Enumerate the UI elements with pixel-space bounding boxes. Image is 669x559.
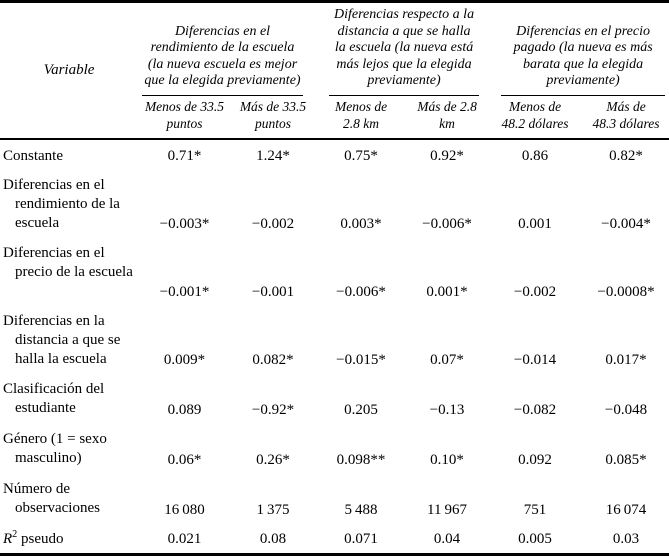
data-cell: 0.205 [344,401,378,418]
data-cell: 0.003* [340,215,382,232]
data-cell: 0.071 [344,531,378,548]
r-exponent: 2 [12,529,18,541]
data-cell: 0.82* [609,147,643,164]
row-label-r2-pseudo: R2 pseudo [0,523,138,554]
data-cell: −0.0008* [597,283,655,300]
data-cell: 0.10* [430,451,464,468]
data-cell: 0.07* [430,351,464,368]
data-cell: 1 375 [256,501,290,518]
data-cell: −0.002 [513,283,557,300]
data-cell: 0.092 [518,451,552,468]
r-symbol: R [3,531,13,548]
data-cell: −0.001* [159,283,210,300]
column-header-menos-2-8km: Menos de 2.8 km [315,95,408,140]
table-row: Género (1 = sexo masculino) 0.06* 0.26* … [0,423,669,473]
group-header-distancia: Diferencias respecto a la distancia a qu… [315,2,487,96]
table-row: Diferencias en la distancia a que se hal… [0,305,669,373]
table-row: Clasificación del estudiante 0.089 −0.92… [0,373,669,423]
data-cell: 751 [523,501,547,518]
table-row: Número de observaciones 16 080 1 375 5 4… [0,473,669,523]
data-cell: 0.021 [167,531,202,548]
data-cell: 0.089 [167,401,202,418]
data-cell: 0.06* [167,451,202,468]
group-header-text: Diferencias en el rendimiento de la escu… [142,20,304,96]
data-cell: 0.001 [518,215,552,232]
row-label: Diferencias en el rendimiento de la escu… [3,177,120,231]
row-label: Género (1 = sexo masculino) [3,431,107,467]
table-row: R2 pseudo 0.021 0.08 0.071 0.04 0.005 0.… [0,523,669,554]
data-cell: 0.017* [605,351,647,368]
data-cell: 0.085* [605,451,647,468]
row-label: Número de observaciones [3,481,100,517]
data-cell: 0.08 [259,531,287,548]
row-label: Diferencias en la distancia a que se hal… [3,313,121,367]
data-cell: 11 967 [427,501,467,518]
pseudo-label: pseudo [21,531,64,548]
data-cell: −0.006* [422,215,472,232]
column-header-mas-48-3: Más de 48.3 dólares [583,95,669,140]
data-cell: 5 488 [344,501,378,518]
column-header-mas-2-8km: Más de 2.8 km [407,95,488,140]
table-row: Diferencias en el rendimiento de la escu… [0,169,669,237]
data-cell: 0.005 [518,531,552,548]
data-cell: 0.75* [344,147,378,164]
data-cell: −0.015* [336,351,386,368]
data-cell: 0.86 [521,147,549,164]
data-cell: −0.006* [336,283,386,300]
data-cell: 0.04 [433,531,461,548]
data-cell: −0.002 [251,215,295,232]
column-header-menos-33-5: Menos de 33.5 puntos [138,95,231,140]
row-label: Constante [3,147,63,164]
data-cell: 0.098** [336,451,386,468]
column-header-mas-33-5: Más de 33.5 puntos [231,95,316,140]
group-header-precio: Diferencias en el precio pagado (la nuev… [487,2,669,96]
data-cell: 1.24* [256,147,290,164]
row-label: Clasificación del estudiante [3,381,105,417]
table-row: Diferencias en el precio de la escuela −… [0,237,669,305]
row-label: Diferencias en el precio de la escuela [3,245,133,281]
data-cell: 0.92* [430,147,464,164]
table-row: Constante 0.71* 1.24* 0.75* 0.92* 0.86 0… [0,139,669,170]
data-cell: −0.003* [159,215,210,232]
data-cell: 16 080 [164,501,205,518]
data-cell: 0.082* [252,351,294,368]
data-cell: −0.048 [604,401,648,418]
data-cell: −0.004* [601,215,651,232]
data-cell: 0.03 [612,531,640,548]
data-cell: 0.26* [256,451,290,468]
data-cell: −0.13 [429,401,465,418]
data-cell: 0.001* [426,283,468,300]
column-header-menos-48-2: Menos de 48.2 dólares [487,95,584,140]
data-cell: −0.001 [251,283,295,300]
group-header-rendimiento: Diferencias en el rendimiento de la escu… [138,2,315,96]
data-cell: −0.082 [513,401,557,418]
data-cell: 0.009* [163,351,206,368]
group-header-text: Diferencias en el precio pagado (la nuev… [501,20,666,96]
data-cell: 16 074 [605,501,647,518]
data-cell: −0.92* [251,401,295,418]
variable-column-header: Variable [0,1,138,140]
data-cell: −0.014 [513,351,557,368]
data-cell: 0.71* [167,147,202,164]
group-header-text: Diferencias respecto a la distancia a qu… [329,3,480,96]
